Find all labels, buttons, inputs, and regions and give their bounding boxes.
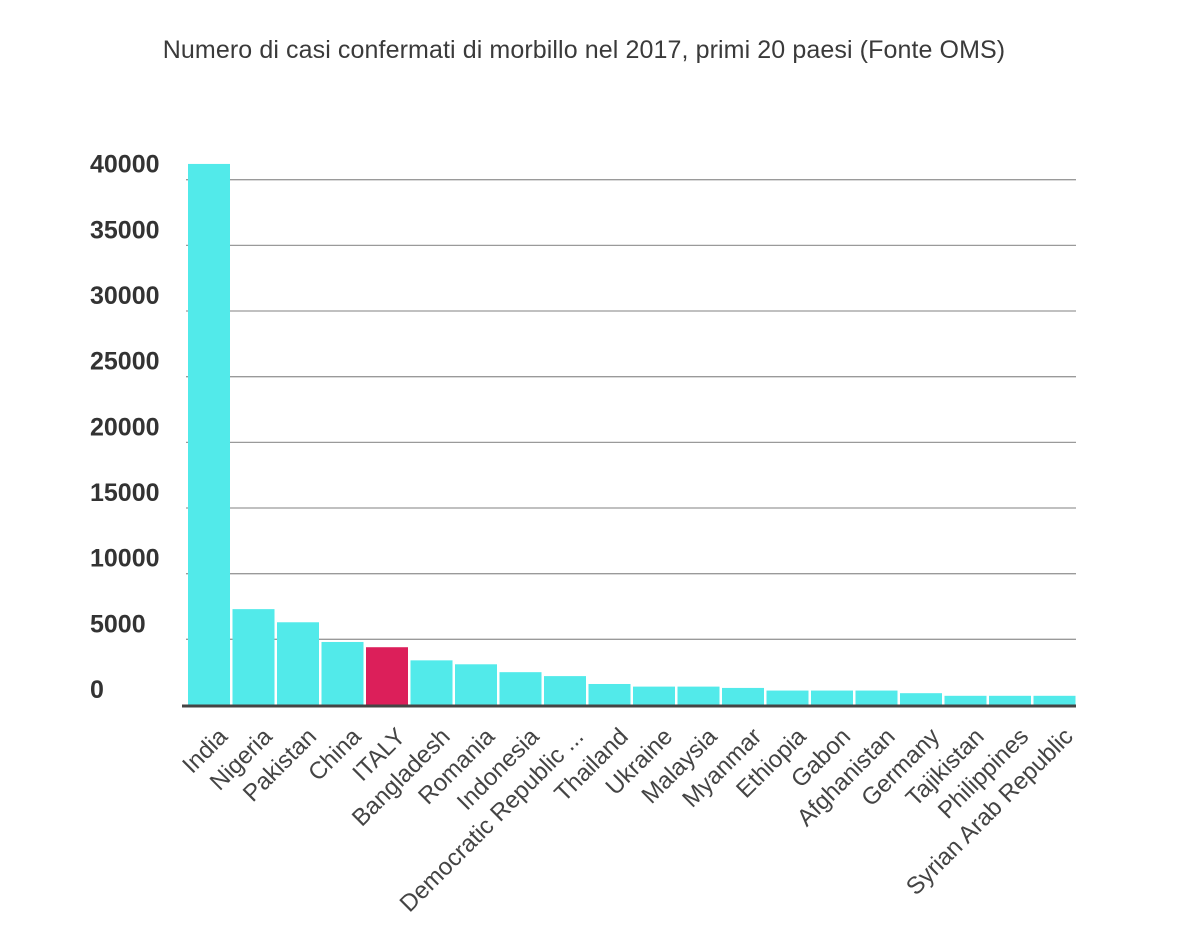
y-axis-ticks: 0 5000 10000 15000 20000 25000 30000 35000 40000: [90, 151, 160, 704]
bar-bangladesh: [410, 660, 453, 705]
bar-democratic-republic: [544, 676, 586, 705]
bar-italy: [366, 647, 408, 705]
bar-nigeria: [232, 609, 275, 705]
y-tick-label: 40000: [90, 151, 160, 179]
gridlines: [186, 179, 1076, 640]
bar-philippines: [989, 695, 1031, 705]
y-tick-label: 10000: [90, 545, 160, 573]
bar-thailand: [588, 683, 631, 705]
y-tick-label: 35000: [90, 216, 160, 244]
y-tick-label: 30000: [90, 282, 160, 310]
bar-germany: [900, 693, 942, 705]
bar-myanmar: [722, 687, 764, 705]
bar-ethiopia: [766, 690, 809, 705]
y-tick-label: 25000: [90, 348, 160, 376]
bar-afghanistan: [855, 690, 898, 705]
bar-pakistan: [277, 622, 319, 705]
bar-india: [188, 163, 230, 705]
chart-title: Numero di casi confermati di morbillo ne…: [162, 36, 1006, 64]
bars: [188, 163, 1076, 705]
bar-china: [321, 641, 364, 705]
x-axis-ticks: IndiaNigeriaPakistanChinaITALYBangladesh…: [177, 723, 1078, 918]
y-tick-label: 15000: [90, 479, 160, 507]
y-tick-label: 0: [90, 676, 104, 704]
bar-indonesia: [499, 672, 542, 705]
bar-gabon: [811, 690, 853, 705]
bar-tajikistan: [944, 695, 987, 705]
bar-ukraine: [633, 686, 675, 705]
y-tick-label: 5000: [90, 610, 146, 638]
bar-romania: [455, 664, 497, 705]
bar-syrian-arab-republic: [1033, 695, 1076, 705]
bar-malaysia: [677, 686, 720, 705]
y-tick-label: 20000: [90, 413, 160, 441]
